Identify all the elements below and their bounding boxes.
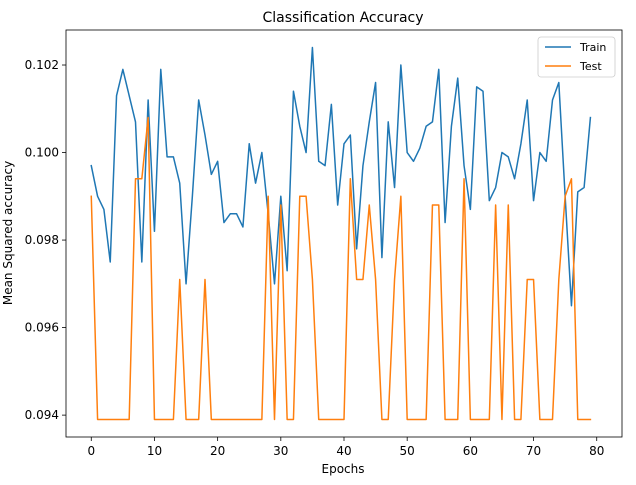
y-tick-label-1: 0.096 <box>25 321 59 335</box>
x-tick-label-30: 30 <box>273 444 288 458</box>
y-tick-label-2: 0.098 <box>25 233 59 247</box>
x-tick-label-0: 0 <box>87 444 95 458</box>
x-tick-label-20: 20 <box>210 444 225 458</box>
y-axis-label: Mean Squared accuracy <box>1 161 15 305</box>
series-line-test <box>90 116 592 421</box>
legend-label-test: Test <box>579 60 602 73</box>
series-line-train <box>90 46 592 307</box>
x-tick-label-60: 60 <box>463 444 478 458</box>
y-tick-label-3: 0.100 <box>25 146 59 160</box>
x-tick-label-80: 80 <box>589 444 604 458</box>
y-tick-label-4: 0.102 <box>25 58 59 72</box>
legend-label-train: Train <box>579 41 606 54</box>
chart-title: Classification Accuracy <box>263 10 424 26</box>
x-tick-label-50: 50 <box>400 444 415 458</box>
plot-area: 0 10 20 30 40 50 60 70 80 0.094 0.096 0.098 0.100 0.1… <box>25 29 623 458</box>
x-axis-label: Epochs <box>322 462 365 476</box>
x-tick-label-40: 40 <box>336 444 351 458</box>
x-tick-label-10: 10 <box>147 444 162 458</box>
y-tick-label-0: 0.094 <box>25 408 59 422</box>
x-tick-label-70: 70 <box>526 444 541 458</box>
